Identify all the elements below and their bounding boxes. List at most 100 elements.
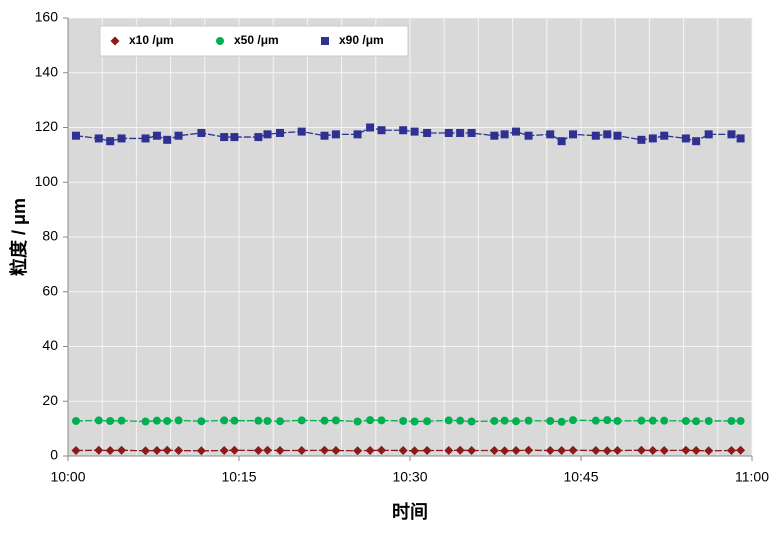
data-point (613, 131, 622, 140)
data-point (569, 130, 578, 139)
data-point (490, 416, 499, 425)
data-point (546, 416, 555, 425)
data-point (648, 134, 657, 143)
data-point (331, 416, 340, 425)
x-tick-label: 10:45 (563, 469, 598, 485)
data-point (117, 134, 126, 143)
data-point (422, 446, 432, 456)
data-point (613, 416, 622, 425)
data-point (524, 445, 534, 455)
data-point (106, 137, 115, 146)
data-point (736, 134, 745, 143)
data-point (467, 417, 476, 426)
data-point (444, 128, 453, 137)
data-point (174, 446, 184, 456)
x-tick-label: 10:00 (50, 469, 85, 485)
data-point (94, 445, 104, 455)
data-point (174, 416, 183, 425)
data-point (366, 123, 375, 132)
data-point (117, 445, 127, 455)
data-point (220, 416, 229, 425)
data-point (636, 445, 646, 455)
data-point (557, 446, 567, 456)
data-point (602, 446, 612, 456)
y-tick-label: 100 (35, 173, 59, 189)
data-point (230, 416, 239, 425)
data-point (727, 416, 736, 425)
x-tick-label: 10:15 (221, 469, 256, 485)
data-point (467, 446, 477, 456)
data-point (377, 416, 386, 425)
data-point (569, 416, 578, 425)
data-point (467, 128, 476, 137)
data-point (163, 135, 172, 144)
data-point (423, 128, 432, 137)
data-point (353, 446, 363, 456)
data-point (117, 416, 126, 425)
data-point (603, 416, 612, 425)
data-point (152, 416, 161, 425)
y-axis-title: 粒度 / μm (8, 198, 29, 276)
data-point (220, 133, 229, 142)
data-point (736, 445, 746, 455)
data-point (174, 131, 183, 140)
data-point (71, 446, 81, 456)
data-point (297, 416, 306, 425)
y-tick-label: 80 (42, 228, 58, 244)
data-point (557, 137, 566, 146)
legend-label: x90 /μm (339, 33, 384, 47)
data-point (377, 126, 386, 135)
data-point (736, 416, 745, 425)
data-point (489, 446, 499, 456)
data-point (106, 416, 115, 425)
data-point (727, 130, 736, 139)
data-point (219, 446, 229, 456)
legend-marker (216, 37, 224, 45)
data-point (331, 446, 341, 456)
data-point (591, 416, 600, 425)
data-point (681, 445, 691, 455)
data-point (704, 130, 713, 139)
data-point (163, 416, 172, 425)
data-point (512, 417, 521, 426)
data-point (331, 130, 340, 139)
data-point (377, 445, 386, 455)
data-point (637, 416, 646, 425)
data-point (275, 446, 285, 456)
data-point (444, 446, 454, 456)
data-point (71, 131, 80, 140)
data-point (263, 445, 272, 455)
data-point (423, 417, 432, 426)
data-point (365, 446, 375, 456)
data-point (410, 446, 420, 456)
data-point (490, 131, 499, 140)
data-point (297, 446, 307, 456)
data-point (500, 130, 509, 139)
data-point (648, 416, 657, 425)
data-point (297, 127, 306, 136)
data-point (681, 134, 690, 143)
data-point (141, 134, 150, 143)
data-point (399, 126, 408, 135)
legend-label: x50 /μm (234, 33, 279, 47)
data-point (612, 446, 622, 456)
data-point (152, 446, 162, 456)
data-point (353, 417, 362, 426)
legend-label: x10 /μm (129, 33, 174, 47)
data-point (568, 445, 578, 455)
y-tick-label: 20 (42, 392, 58, 408)
data-point (263, 130, 272, 139)
data-point (254, 133, 263, 142)
data-point (637, 135, 646, 144)
data-point (230, 133, 239, 142)
data-point (660, 131, 669, 140)
data-point (512, 127, 521, 136)
data-point (141, 417, 150, 426)
data-point (444, 416, 453, 425)
data-point (276, 128, 285, 137)
data-point (320, 445, 329, 455)
x-axis-title: 时间 (392, 502, 428, 522)
y-tick-label: 40 (42, 337, 58, 353)
y-tick-label: 0 (50, 447, 58, 463)
